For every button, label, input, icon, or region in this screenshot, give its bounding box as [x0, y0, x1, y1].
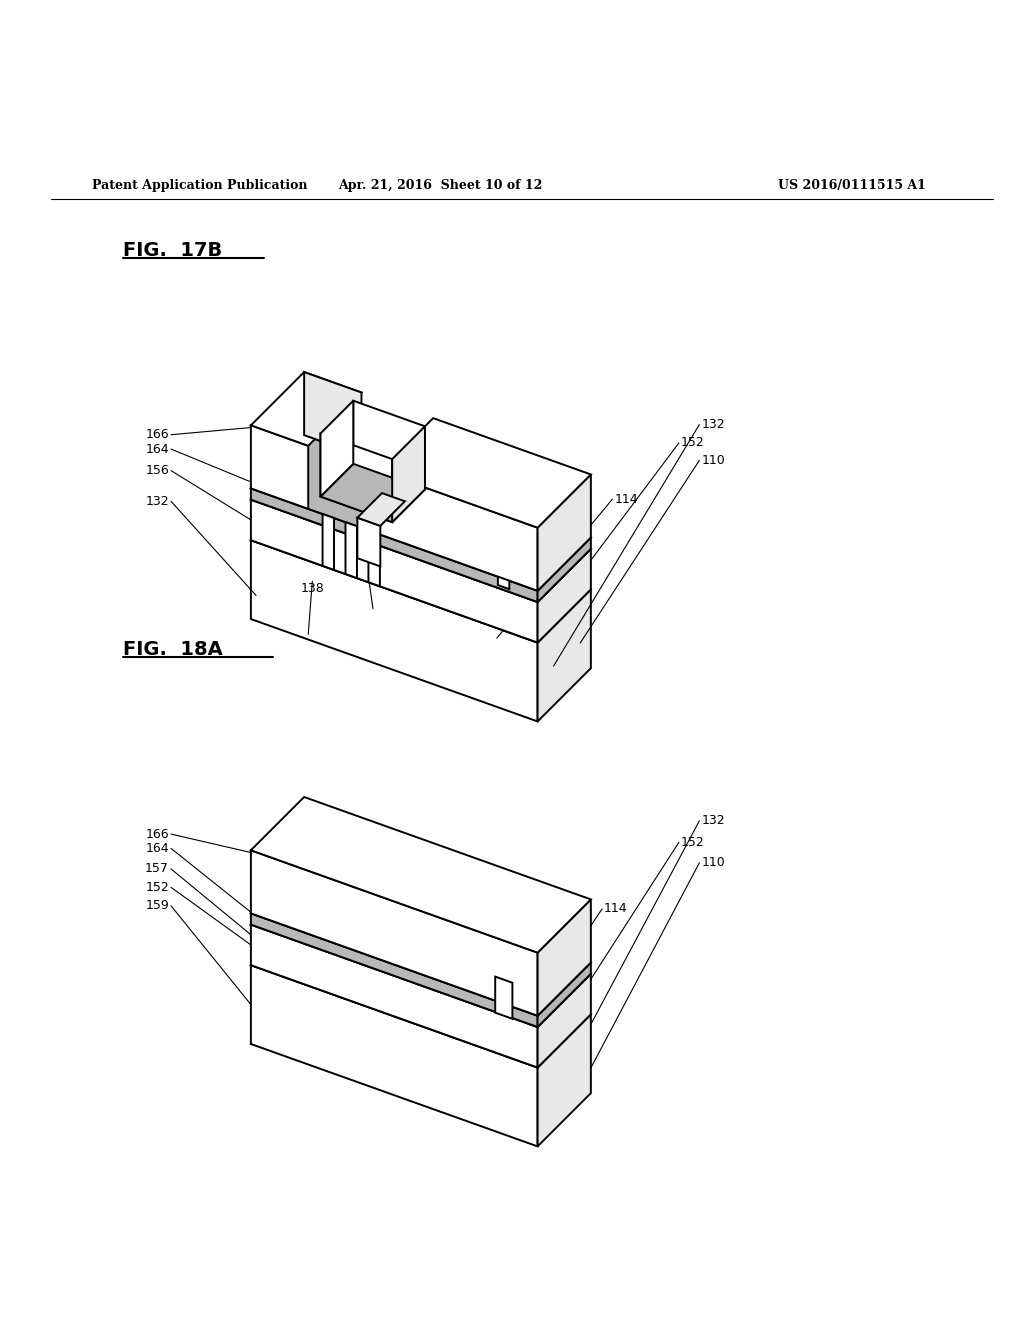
Text: Patent Application Publication: Patent Application Publication	[92, 180, 307, 193]
Text: 100: 100	[324, 833, 347, 846]
Text: 110: 110	[701, 857, 725, 870]
Polygon shape	[251, 797, 591, 953]
Polygon shape	[321, 433, 392, 523]
Polygon shape	[392, 426, 425, 523]
Polygon shape	[538, 549, 591, 643]
Text: 156: 156	[145, 465, 169, 477]
Text: 132: 132	[701, 418, 725, 430]
Polygon shape	[321, 463, 425, 523]
Text: US 2016/0111515 A1: US 2016/0111515 A1	[778, 180, 926, 193]
Text: 164: 164	[145, 442, 169, 455]
Text: 100: 100	[324, 401, 347, 414]
Polygon shape	[251, 850, 538, 1015]
Polygon shape	[251, 912, 591, 1068]
Text: 164: 164	[145, 842, 169, 855]
Text: 145: 145	[341, 924, 366, 937]
Polygon shape	[251, 861, 591, 1015]
Text: 114: 114	[614, 492, 638, 506]
Text: Apr. 21, 2016  Sheet 10 of 12: Apr. 21, 2016 Sheet 10 of 12	[338, 180, 543, 193]
Polygon shape	[538, 962, 591, 1027]
Polygon shape	[369, 531, 380, 586]
Text: 190: 190	[279, 418, 302, 430]
Text: 152: 152	[681, 836, 705, 849]
Polygon shape	[538, 537, 591, 602]
Polygon shape	[251, 924, 538, 1068]
Polygon shape	[353, 401, 425, 490]
Text: FIG.  17B: FIG. 17B	[123, 242, 222, 260]
Polygon shape	[323, 513, 334, 570]
Text: 138: 138	[300, 582, 325, 595]
Polygon shape	[380, 418, 591, 528]
Polygon shape	[321, 401, 353, 496]
Polygon shape	[251, 913, 538, 1027]
Polygon shape	[538, 899, 591, 1015]
Polygon shape	[538, 474, 591, 591]
Polygon shape	[345, 523, 357, 578]
Polygon shape	[251, 487, 591, 643]
Polygon shape	[380, 471, 538, 591]
Polygon shape	[251, 372, 361, 446]
Text: 110: 110	[701, 454, 725, 467]
Polygon shape	[251, 488, 538, 602]
Polygon shape	[538, 1014, 591, 1146]
Polygon shape	[304, 372, 361, 455]
Text: 157: 157	[145, 862, 169, 875]
Text: 152: 152	[145, 880, 169, 894]
Text: 114: 114	[604, 903, 628, 915]
Text: 138: 138	[285, 991, 309, 1005]
Polygon shape	[251, 425, 308, 508]
Polygon shape	[357, 517, 380, 566]
Polygon shape	[498, 552, 509, 589]
Polygon shape	[251, 500, 538, 643]
Polygon shape	[251, 446, 591, 602]
Polygon shape	[251, 871, 591, 1027]
Polygon shape	[357, 494, 404, 525]
Text: 145: 145	[346, 508, 371, 521]
Text: 132: 132	[145, 495, 169, 508]
Polygon shape	[251, 436, 591, 591]
Polygon shape	[538, 589, 591, 722]
Text: 166: 166	[145, 428, 169, 441]
Text: FIG.  18A: FIG. 18A	[123, 640, 222, 659]
Polygon shape	[496, 977, 512, 1019]
Polygon shape	[538, 974, 591, 1068]
Text: 132: 132	[701, 814, 725, 828]
Polygon shape	[251, 540, 538, 722]
Text: 166: 166	[145, 828, 169, 841]
Polygon shape	[251, 965, 538, 1146]
Text: 152: 152	[681, 437, 705, 449]
Text: 159: 159	[145, 899, 169, 912]
